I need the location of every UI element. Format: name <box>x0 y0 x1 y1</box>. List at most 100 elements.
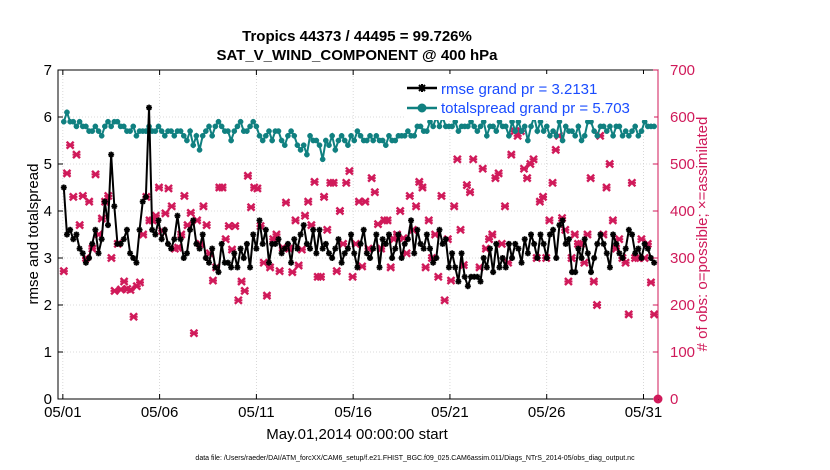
rmse-point-stroke <box>67 227 73 233</box>
rmse-point <box>575 245 582 252</box>
rmse-point <box>379 236 386 243</box>
rmse-point <box>638 255 645 261</box>
legend-label-totalspread: totalspread grand pr = 5.703 <box>441 100 630 117</box>
rmse-point <box>486 245 493 252</box>
rmse-point-stroke <box>300 222 307 228</box>
rmse-point <box>183 250 190 257</box>
obs-point <box>551 145 561 155</box>
totalspread-point <box>177 128 184 134</box>
rmse-point <box>370 245 377 252</box>
rmse-point <box>92 226 99 233</box>
rmse-point-stroke <box>648 255 654 261</box>
rmse-point-stroke <box>461 274 468 280</box>
rmse-point-stroke <box>288 259 294 266</box>
rmse-point <box>505 240 512 247</box>
totalspread-point <box>329 132 335 139</box>
obs-point <box>570 230 580 239</box>
rmse-point <box>515 245 522 252</box>
rmse-point-stroke <box>506 241 512 247</box>
totalspread-point <box>288 128 294 134</box>
rmse-point-stroke <box>480 255 487 261</box>
totalspread-point <box>266 128 272 134</box>
obs-point <box>433 272 443 282</box>
legend: rmse grand pr = 3.2131 totalspread grand… <box>404 74 654 120</box>
y-axis-label: rmse and totalspread <box>25 164 42 305</box>
obs-point <box>494 169 503 178</box>
totalspread-point <box>562 123 569 130</box>
totalspread-point <box>73 123 80 130</box>
obs-point <box>529 154 538 164</box>
rmse-point-stroke <box>499 255 506 261</box>
rmse-point-stroke <box>313 250 320 257</box>
obs-point <box>119 277 129 286</box>
obs-point <box>126 285 135 295</box>
rmse-point <box>641 240 648 247</box>
rmse-point <box>294 245 301 252</box>
rmse-point-stroke <box>357 241 364 247</box>
totalspread-point <box>234 123 241 130</box>
totalspread-point <box>373 132 380 139</box>
rmse-point-stroke <box>559 217 566 224</box>
totalspread-point <box>253 123 260 130</box>
totalspread-point <box>335 137 342 144</box>
rmse-point <box>565 236 572 243</box>
rmse-point-stroke <box>124 227 130 233</box>
rmse-point-stroke <box>225 259 231 266</box>
rmse-point-stroke <box>430 259 436 266</box>
totalspread-point <box>304 151 310 158</box>
rmse-point-stroke <box>335 236 342 242</box>
rmse-point <box>354 264 361 271</box>
rmse-point-stroke <box>408 217 414 224</box>
rmse-point <box>288 259 295 266</box>
rmse-point-stroke <box>433 255 440 261</box>
rmse-point-stroke <box>241 255 247 261</box>
rmse-point-stroke <box>345 245 351 252</box>
rmse-point <box>357 240 364 247</box>
obs-point <box>68 192 78 202</box>
legend-marker-totalspread <box>417 103 427 113</box>
obs-point <box>84 197 94 206</box>
rmse-point <box>275 236 282 243</box>
obs-point <box>440 295 450 305</box>
rmse-point-stroke <box>588 269 594 275</box>
rmse-point-stroke <box>626 227 632 233</box>
rmse-point-stroke <box>443 236 449 242</box>
totalspread-point <box>105 118 111 125</box>
obs-point <box>202 220 211 230</box>
rmse-point <box>512 240 519 247</box>
rmse-point-stroke <box>446 264 452 271</box>
rmse-point <box>455 278 462 285</box>
rmse-point-stroke <box>108 151 114 158</box>
rmse-point-stroke <box>550 227 556 233</box>
rmse-point <box>228 264 235 271</box>
rmse-point-stroke <box>651 259 657 266</box>
totalspread-point <box>133 132 140 139</box>
rmse-point-stroke <box>272 241 279 247</box>
obs-point <box>386 263 396 272</box>
rmse-point-stroke <box>629 231 635 238</box>
totalspread-point <box>83 123 89 130</box>
rmse-point <box>278 250 285 257</box>
rmse-point <box>594 240 601 247</box>
obs-point <box>230 221 240 231</box>
rmse-point-stroke <box>316 227 323 233</box>
rmse-point <box>597 231 604 238</box>
rmse-point <box>417 240 424 247</box>
totalspread-point <box>256 132 263 139</box>
rmse-point-stroke <box>493 241 500 247</box>
totalspread-point <box>610 132 616 139</box>
rmse-point-stroke <box>641 241 648 247</box>
totalspread-point <box>629 128 635 134</box>
rmse-point-stroke <box>525 250 531 257</box>
rmse-point-stroke <box>604 250 610 257</box>
totalspread-point <box>401 132 408 139</box>
totalspread-point <box>493 128 500 134</box>
rmse-point <box>338 259 345 266</box>
rmse-point <box>524 250 531 257</box>
rmse-point-stroke <box>487 245 493 252</box>
rmse-point-stroke <box>484 264 490 271</box>
rmse-point <box>461 273 468 280</box>
rmse-point <box>373 231 380 238</box>
totalspread-point <box>405 128 411 134</box>
totalspread-point <box>540 128 547 134</box>
